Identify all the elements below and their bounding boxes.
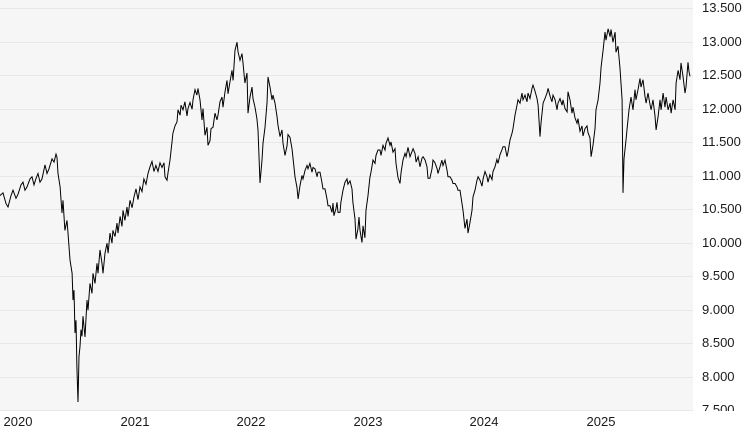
y-axis-label: 10.500 xyxy=(702,201,742,216)
price-series-svg xyxy=(0,28,691,403)
price-line xyxy=(0,28,691,403)
x-axis-label: 2023 xyxy=(353,414,383,429)
y-axis-label: 12.000 xyxy=(702,101,742,116)
y-axis-label: 9.500 xyxy=(702,268,735,283)
y-axis-label: 11.000 xyxy=(702,168,741,183)
gridline xyxy=(0,109,693,110)
y-axis-label: 8.500 xyxy=(702,335,735,350)
y-axis: 13.500 13.000 12.500 12.000 11.500 11.000 10.5… xyxy=(693,0,753,417)
gridline xyxy=(0,377,693,378)
gridline xyxy=(0,176,693,177)
gridline xyxy=(0,75,693,76)
x-axis: 2020 2021 2022 2023 2024 2025 xyxy=(0,411,753,430)
gridline xyxy=(0,343,693,344)
plot-area[interactable] xyxy=(0,0,693,411)
gridline xyxy=(0,243,693,244)
x-axis-label: 2021 xyxy=(120,414,150,429)
y-axis-label: 8.000 xyxy=(702,369,735,384)
gridline xyxy=(0,42,693,43)
gridline xyxy=(0,8,693,9)
gridline xyxy=(0,310,693,311)
y-axis-label: 13.500 xyxy=(702,0,742,15)
x-axis-label: 2022 xyxy=(236,414,266,429)
x-axis-label: 2025 xyxy=(586,414,616,429)
x-axis-label: 2020 xyxy=(3,414,33,429)
y-axis-label: 11.500 xyxy=(702,134,741,149)
y-axis-label: 12.500 xyxy=(702,67,742,82)
y-axis-label: 10.000 xyxy=(702,235,742,250)
y-axis-label: 13.000 xyxy=(702,34,742,49)
gridline xyxy=(0,142,693,143)
gridline xyxy=(0,209,693,210)
x-axis-label: 2024 xyxy=(469,414,499,429)
gridline xyxy=(0,276,693,277)
gridline xyxy=(0,410,693,411)
y-axis-label: 9.000 xyxy=(702,302,735,317)
